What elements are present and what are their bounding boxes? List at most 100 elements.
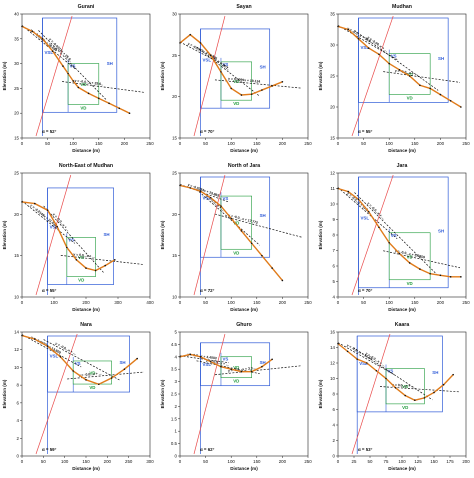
trend-line [354, 192, 439, 276]
angle-line [351, 174, 394, 296]
y-tick-label: 20 [172, 212, 177, 217]
x-axis-title: Distance (m) [388, 148, 416, 153]
profile-point [21, 201, 23, 203]
y-tick-label: 14 [330, 345, 335, 350]
profile-point [261, 254, 263, 257]
profile-panel: Sayan 0 50 100 150 200 250 15 20 25 30 Distance (m)… [158, 0, 316, 159]
profile-point [85, 267, 87, 269]
sh-box [358, 17, 449, 103]
vd-label: VD [233, 365, 239, 370]
vsl-label: VSL [202, 196, 211, 201]
trend-line [196, 46, 260, 97]
vd-label-lower: VD [402, 405, 408, 410]
chart-title: Mudhan [392, 4, 412, 10]
plot-frame [21, 13, 151, 139]
y-tick-label: 2.5 [171, 392, 178, 397]
x-tick-label: 100 [228, 459, 236, 464]
x-tick-label: 50 [41, 459, 46, 464]
profile-point [347, 190, 350, 193]
x-tick-label: 150 [430, 459, 438, 464]
profile-point [59, 356, 62, 358]
profile-point [199, 356, 202, 358]
fit-equation: y = 0.0...x + ... [73, 252, 95, 258]
x-tick-label: 100 [386, 300, 394, 305]
profile-point [388, 241, 390, 244]
profile-point [179, 184, 181, 187]
trend-line [43, 205, 104, 273]
vs-label: VS [75, 361, 81, 366]
y-tick-label: 12 [14, 347, 19, 352]
fit-equation: y = -0.0...x + 5.5959 [395, 249, 426, 260]
profile-point [442, 383, 445, 386]
profile-point [189, 353, 192, 356]
y-tick-label: 20 [14, 212, 19, 217]
x-tick-label: 250 [304, 300, 312, 305]
profile-point [261, 89, 263, 91]
trend-line [196, 189, 260, 246]
x-tick-label: 50 [203, 141, 208, 146]
x-tick-label: 150 [253, 300, 261, 305]
profile-point [220, 205, 222, 207]
y-axis-title: Elevation (m) [160, 379, 165, 408]
y-tick-label: 25 [14, 171, 19, 176]
x-tick-label: 200 [121, 141, 129, 146]
x-tick-label: 75 [384, 459, 389, 464]
vs-label: VS [222, 62, 228, 67]
y-tick-label: 10 [14, 295, 19, 300]
angle-label: α = 52° [42, 129, 57, 134]
y-tick-label: 11 [330, 186, 335, 191]
elevation-profile [179, 353, 273, 373]
y-tick-label: 0.5 [171, 441, 178, 446]
profile-point [98, 383, 100, 386]
profile-point [439, 274, 442, 277]
profile-point [419, 268, 421, 270]
profile-point [72, 80, 74, 82]
y-tick-label: 2 [17, 436, 20, 441]
x-tick-label: 100 [398, 459, 406, 464]
vd-label: VD [233, 79, 239, 84]
vd-box [220, 195, 252, 250]
profile-point [230, 368, 232, 370]
x-tick-label: 0 [21, 141, 24, 146]
y-tick-label: 4 [175, 354, 178, 359]
vsl-label: VSL [359, 361, 368, 366]
sh-box [358, 176, 449, 289]
y-tick-label: 10 [330, 376, 335, 381]
trend-line [38, 30, 108, 101]
sh-label: SH [260, 213, 266, 218]
vd-label-lower: VD [233, 250, 239, 255]
fit-equation: y = -0.0...x + 17.772 [228, 213, 259, 225]
y-tick-label: 12 [330, 171, 335, 176]
profile-point [271, 267, 273, 269]
profile-point [220, 365, 222, 368]
profile-point [357, 38, 360, 40]
y-tick-label: 9 [333, 217, 336, 222]
vs-label: VS [391, 54, 397, 59]
chart-title: North-East of Mudhan [59, 163, 113, 169]
vd-label-lower: VD [78, 278, 84, 283]
profile-point [94, 269, 97, 272]
profile-point [128, 112, 131, 114]
angle-label: α = 59° [42, 447, 57, 452]
x-tick-label: 50 [368, 459, 373, 464]
sh-label: SH [438, 56, 444, 61]
angle-line [351, 15, 394, 137]
profile-chart: Ghuro 0 50 100 150 200 250 0 0.5 1 1.5 2 2.5 3 3.5 4 4.5… [160, 322, 312, 471]
profile-point [189, 187, 192, 189]
x-tick-label: 200 [279, 459, 287, 464]
profile-point [114, 259, 116, 261]
vd-box [66, 237, 96, 277]
profile-point [199, 190, 202, 192]
vs-label: VS [222, 196, 228, 201]
vsl-label: VSL [50, 225, 59, 230]
trend-line [21, 200, 76, 244]
profile-point [281, 80, 284, 83]
profile-point [398, 69, 401, 71]
profile-point [460, 276, 462, 278]
y-tick-label: 25 [14, 86, 19, 91]
x-tick-label: 0 [21, 459, 24, 464]
profile-chart: Kaara 0 25 50 75 100 125 150 175 200 0 2 4 6 8 10 12 14 16… [318, 322, 470, 471]
profile-point [250, 242, 253, 245]
chart-title: Jara [397, 163, 408, 169]
profile-point [123, 368, 126, 370]
